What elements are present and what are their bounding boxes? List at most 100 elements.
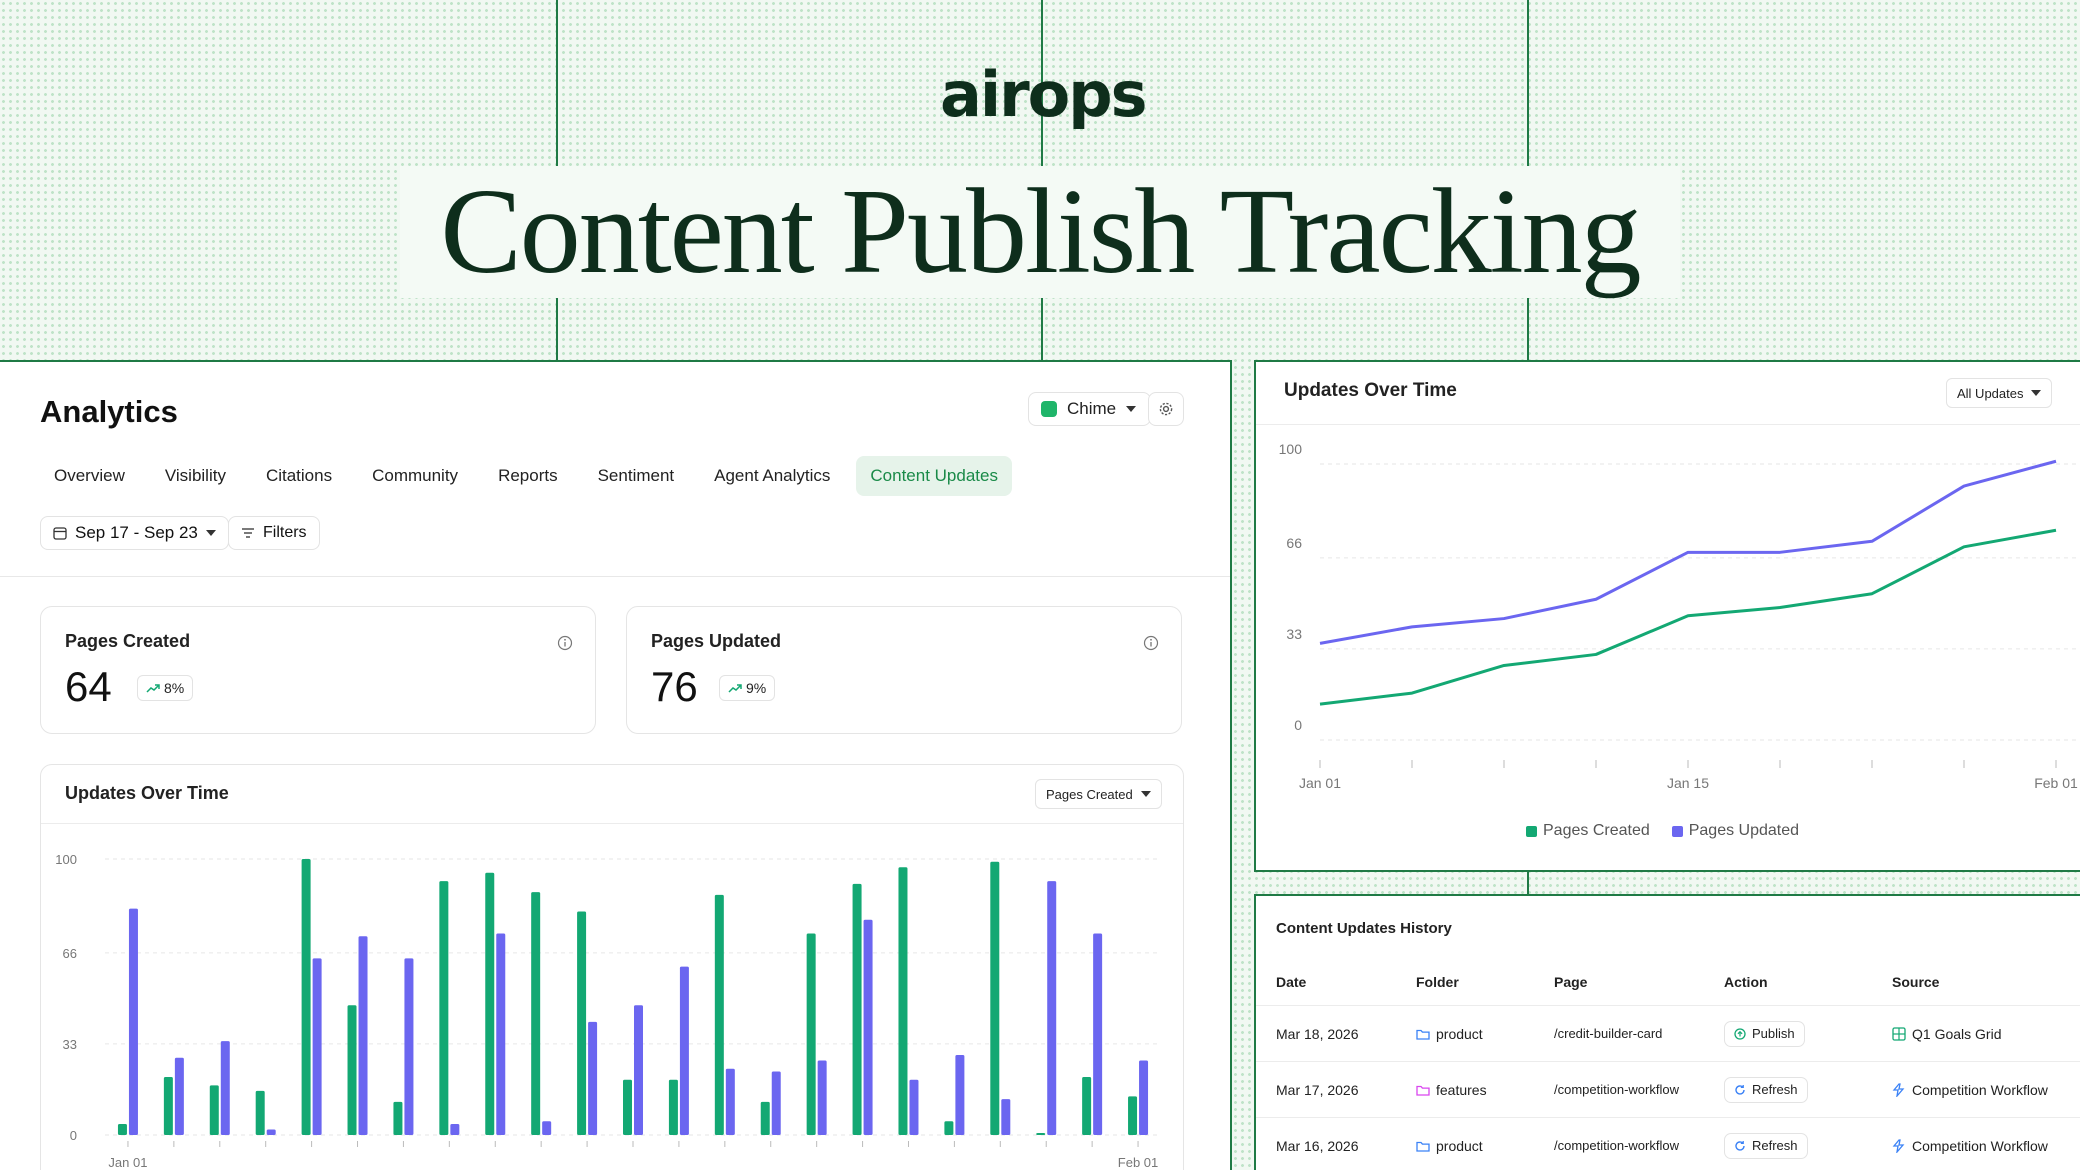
tab-visibility[interactable]: Visibility (164, 466, 226, 485)
tab-content-updates[interactable]: Content Updates (856, 456, 1012, 496)
bar-pages-created (944, 1121, 954, 1135)
gear-icon (1159, 402, 1173, 416)
bar-pages-created (990, 861, 1000, 1135)
metric-dropdown[interactable]: Pages Created (1035, 779, 1162, 809)
info-icon[interactable] (1143, 635, 1159, 651)
analytics-tabs: Overview Visibility Citations Community … (40, 456, 1024, 496)
bar-pages-updated (679, 966, 689, 1135)
calendar-icon (53, 527, 67, 540)
cell-page[interactable]: /competition-workflow (1554, 1082, 1679, 1097)
table-row[interactable]: Mar 17, 2026 features/competition-workflo… (1256, 1062, 2080, 1118)
bar-pages-updated (496, 933, 506, 1135)
date-range-picker[interactable]: Sep 17 - Sep 23 (40, 516, 229, 550)
cell-folder: features (1416, 1082, 1554, 1098)
workflow-icon (1892, 1082, 1906, 1097)
action-label: Publish (1752, 1026, 1795, 1041)
action-badge: Refresh (1724, 1076, 1808, 1103)
y-tick-label: 0 (1294, 717, 1302, 733)
cell-date: Mar 16, 2026 (1276, 1137, 1359, 1154)
legend-swatch (1671, 825, 1683, 837)
tab-community[interactable]: Community (372, 466, 459, 485)
legend-label: Pages Created (1543, 822, 1650, 839)
divider (0, 576, 1230, 577)
divider (1256, 424, 2080, 425)
line-pages-created (1319, 528, 2057, 706)
stat-label: Pages Created (65, 631, 191, 651)
bar-pages-created (760, 1101, 770, 1135)
brand-dropdown-label: Chime (1067, 399, 1117, 418)
bar-pages-created (393, 1101, 403, 1135)
content-updates-history: Content Updates History Date Folder Page… (1254, 894, 2080, 1170)
bar-chart: 0 33 66 100 Jan 01 Feb 01 (55, 852, 1161, 1170)
settings-button[interactable] (1148, 392, 1184, 426)
updates-filter-label: All Updates (1957, 385, 2024, 401)
column-header-action[interactable]: Action (1724, 973, 1768, 990)
y-tick-label: 100 (1279, 441, 1303, 457)
cell-source[interactable]: Q1 Goals Grid (1892, 1026, 2080, 1042)
tab-agent-analytics[interactable]: Agent Analytics (714, 466, 831, 485)
bar-pages-created (255, 1090, 265, 1135)
brand-dropdown[interactable]: Chime (1028, 392, 1152, 426)
bar-chart-card: Updates Over Time Pages Created 0 33 66 100… (40, 764, 1184, 1170)
cell-page[interactable]: /competition-workflow (1554, 1138, 1679, 1153)
bar-pages-updated (1139, 1060, 1149, 1135)
bar-pages-created (1036, 1133, 1046, 1135)
y-tick-label: 100 (55, 852, 77, 867)
hero-title: Content Publish Tracking (400, 166, 1680, 298)
table-row[interactable]: Mar 16, 2026 product/competition-workflow… (1256, 1118, 2080, 1170)
bar-pages-created (1128, 1096, 1138, 1135)
y-tick-label: 0 (70, 1128, 77, 1143)
column-header-folder[interactable]: Folder (1416, 973, 1459, 990)
trend-up-icon (728, 684, 742, 693)
y-tick-label: 66 (63, 946, 77, 961)
bar-pages-created (668, 1079, 678, 1135)
source-label: Q1 Goals Grid (1912, 1025, 2002, 1042)
cell-date: Mar 18, 2026 (1276, 1025, 1359, 1042)
line-chart: 0 33 66 100 Jan 01 Jan 15 Feb 01 (1279, 441, 2078, 791)
action-badge: Publish (1724, 1020, 1805, 1047)
bar-pages-created (439, 881, 449, 1135)
cell-source[interactable]: Competition Workflow (1892, 1082, 2080, 1098)
tab-reports[interactable]: Reports (498, 466, 558, 485)
bar-pages-created (623, 1079, 632, 1135)
bar-pages-updated (450, 1123, 460, 1135)
column-header-date[interactable]: Date (1276, 973, 1307, 990)
info-icon[interactable] (557, 635, 573, 651)
stat-change-badge: 9% (719, 675, 776, 701)
cell-source[interactable]: Competition Workflow (1892, 1138, 2080, 1154)
column-header-source[interactable]: Source (1892, 973, 1940, 990)
airops-logo: airops (940, 58, 1148, 131)
tab-sentiment[interactable]: Sentiment (597, 466, 675, 485)
bar-pages-updated (220, 1041, 230, 1135)
history-table: Date Folder Page Action Source Mar 18, 2… (1256, 958, 2080, 1170)
stat-change-value: 8% (164, 680, 185, 696)
folder-label: product (1436, 1025, 1483, 1042)
legend-swatch (1526, 825, 1537, 837)
filter-icon (242, 528, 254, 538)
bar-pages-updated (863, 919, 873, 1135)
bar-pages-updated (1093, 933, 1103, 1135)
source-label: Competition Workflow (1912, 1081, 2048, 1098)
chart-title: Updates Over Time (1284, 380, 1457, 401)
filters-label: Filters (263, 524, 307, 541)
tab-overview[interactable]: Overview (54, 466, 125, 485)
updates-filter-dropdown[interactable]: All Updates (1946, 378, 2053, 408)
bar-pages-created (898, 867, 908, 1135)
filters-button[interactable]: Filters (228, 516, 320, 550)
chart-legend: Pages Created Pages Updated (1526, 822, 1799, 840)
bar-pages-updated (1047, 881, 1057, 1135)
bar-pages-updated (1001, 1099, 1011, 1135)
bar-pages-updated (174, 1057, 184, 1135)
tab-citations[interactable]: Citations (265, 466, 333, 485)
x-tick-label: Jan 01 (108, 1155, 147, 1170)
bar-pages-updated (725, 1068, 735, 1135)
bar-pages-updated (404, 958, 414, 1135)
cell-page[interactable]: /credit-builder-card (1554, 1026, 1663, 1041)
column-header-page[interactable]: Page (1554, 973, 1588, 990)
history-title: Content Updates History (1276, 920, 1452, 937)
bar-pages-created (1082, 1077, 1092, 1135)
stat-card-pages-updated: Pages Updated 76 9% (626, 606, 1182, 734)
table-row[interactable]: Mar 18, 2026 product/credit-builder-card P… (1256, 1006, 2080, 1062)
chevron-down-icon (1140, 791, 1151, 797)
bar-pages-created (163, 1077, 173, 1135)
